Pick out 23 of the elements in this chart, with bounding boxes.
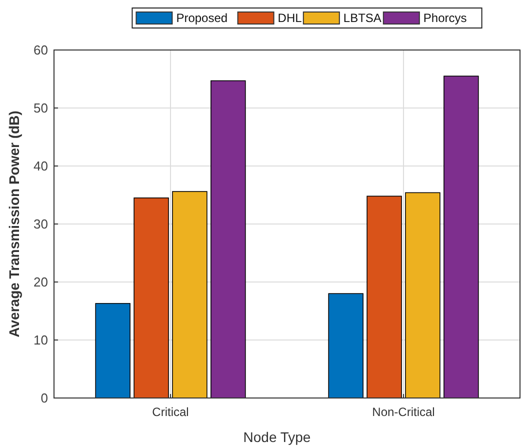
y-axis-title: Average Transmission Power (dB) xyxy=(6,110,22,338)
bar xyxy=(134,198,169,398)
x-tick-label: Critical xyxy=(152,405,189,419)
bar xyxy=(366,196,402,398)
bar xyxy=(328,293,364,398)
y-tick-label: 0 xyxy=(40,390,48,406)
x-axis-title: Node Type xyxy=(243,429,311,445)
legend-label: LBTSA xyxy=(343,11,382,26)
bar xyxy=(95,303,130,398)
y-tick-label: 60 xyxy=(34,42,48,58)
y-tick-label: 40 xyxy=(34,158,48,174)
x-tick-label: Non-Critical xyxy=(372,405,435,419)
y-tick-label: 50 xyxy=(34,100,48,116)
bar xyxy=(444,76,479,398)
legend-label: Proposed xyxy=(176,11,228,26)
legend-label: Phorcys xyxy=(423,11,467,26)
y-tick-label: 30 xyxy=(34,216,48,232)
bar xyxy=(210,80,246,398)
y-tick-label: 20 xyxy=(34,274,48,290)
bar xyxy=(172,191,208,398)
y-tick-label: 10 xyxy=(34,332,48,348)
legend-label: DHL xyxy=(278,11,302,26)
bar xyxy=(405,192,440,398)
